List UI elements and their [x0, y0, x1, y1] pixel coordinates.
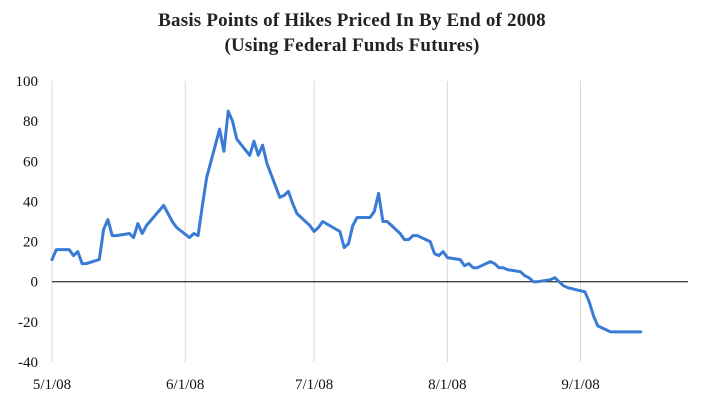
y-tick-label: 20 [23, 235, 38, 251]
x-tick-label: 5/1/08 [33, 377, 71, 393]
chart-title-block: Basis Points of Hikes Priced In By End o… [0, 8, 704, 58]
grid-layer [51, 81, 582, 362]
y-tick-label: 60 [23, 154, 38, 170]
y-tick-label: -40 [18, 355, 38, 371]
chart-title: Basis Points of Hikes Priced In By End o… [158, 10, 546, 31]
x-tick-label: 9/1/08 [561, 377, 599, 393]
y-tick-label: 0 [31, 275, 39, 291]
y-tick-label: 40 [23, 194, 38, 210]
y-tick-label: -20 [18, 315, 38, 331]
series-line [50, 109, 643, 334]
axis-layer: 100 80 60 40 20 0 -20 -40 5/1/08 6/1/08 7/1/08 8/1/… [16, 74, 688, 393]
chart-subtitle: (Using Federal Funds Futures) [224, 35, 480, 56]
y-tick-label: 100 [16, 74, 39, 90]
x-tick-label: 7/1/08 [295, 377, 333, 393]
y-tick-label: 80 [23, 114, 38, 130]
x-tick-label: 8/1/08 [428, 377, 466, 393]
series-layer [50, 109, 643, 334]
x-tick-label: 6/1/08 [166, 377, 204, 393]
